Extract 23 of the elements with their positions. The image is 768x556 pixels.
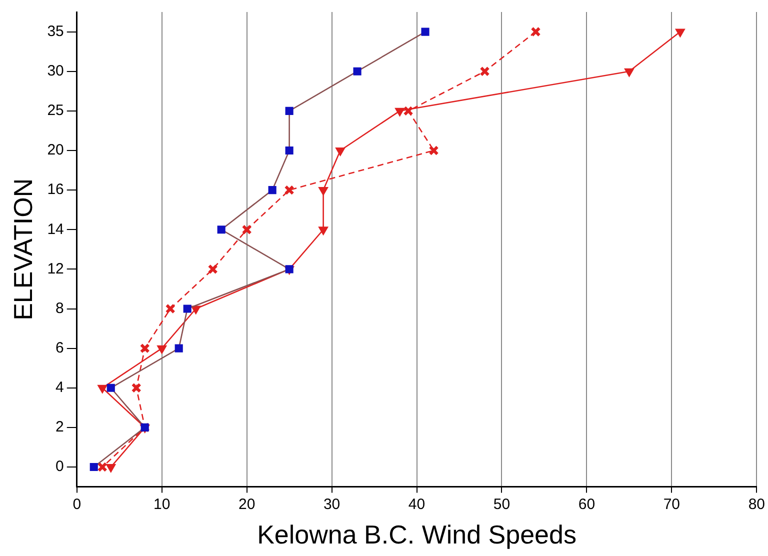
x-tick-label: 80 — [748, 496, 765, 513]
x-tick-label: 20 — [238, 496, 256, 513]
y-tick-label: 16 — [47, 181, 64, 198]
y-tick-label: 25 — [47, 102, 64, 120]
x-tick-label: 40 — [408, 496, 426, 513]
x-tick-label: 10 — [154, 496, 170, 513]
x-tick-label: 70 — [663, 496, 680, 513]
y-tick-label: 20 — [47, 142, 64, 159]
y-tick-label: 8 — [56, 300, 64, 317]
y-tick-label: 35 — [47, 22, 64, 40]
x-tick-label: 0 — [72, 496, 82, 513]
y-tick-label: 2 — [56, 418, 64, 436]
x-tick-label: 50 — [493, 496, 510, 513]
y-axis-title: ELEVATION — [8, 178, 38, 320]
y-tick-label: 6 — [56, 339, 64, 356]
y-tick-label: 12 — [47, 260, 64, 278]
y-tick-label: 30 — [47, 62, 64, 80]
y-tick-label: 14 — [47, 220, 64, 238]
y-tick-label: 4 — [56, 379, 64, 396]
x-axis-title: Kelowna B.C. Wind Speeds — [257, 520, 576, 550]
x-tick-label: 30 — [323, 496, 340, 513]
y-tick-label: 0 — [56, 458, 64, 476]
x-tick-label: 60 — [578, 496, 596, 513]
